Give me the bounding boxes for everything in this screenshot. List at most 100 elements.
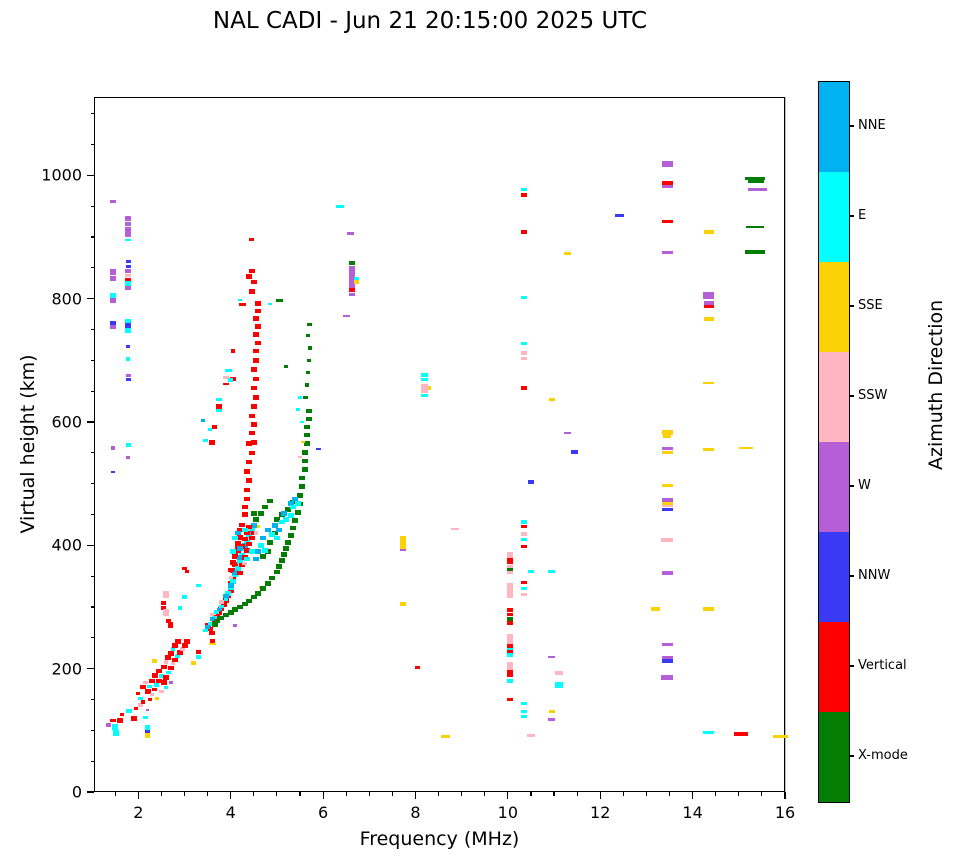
data-point [154,683,160,688]
data-point [255,308,262,314]
data-point [246,541,253,547]
data-point [223,375,229,380]
data-point [125,259,131,264]
data-point [521,342,528,346]
data-point [283,546,290,551]
data-point [241,504,248,510]
data-point [507,639,514,644]
data-point [415,666,421,669]
data-point [246,598,253,604]
data-point [232,570,239,575]
y-tick-label: 0 [71,782,82,802]
data-point [145,730,150,733]
x-minor-tick [738,792,740,796]
y-minor-tick [90,483,94,485]
colorbar-label-sse: SSE [858,298,883,313]
data-point [109,293,116,298]
data-point [703,607,715,611]
data-point [225,368,232,372]
data-point [661,643,673,647]
data-point [527,479,535,485]
data-point [125,278,132,281]
data-point [421,394,429,397]
data-point [273,569,280,575]
data-point [507,644,514,648]
data-point [253,517,260,522]
data-point [257,543,264,548]
data-point [400,539,406,545]
data-point [661,656,673,659]
y-minor-tick [90,452,94,454]
data-point [507,583,514,588]
data-point [242,561,247,565]
data-point [260,586,267,591]
data-point [228,575,233,579]
data-point [230,549,237,554]
data-point [223,593,230,599]
data-point [255,549,262,554]
data-point [109,269,116,276]
data-point [219,600,224,604]
data-point [297,395,303,399]
data-point [243,469,250,474]
data-point [661,450,673,454]
data-point [236,535,243,540]
data-point [120,712,125,716]
data-point [297,493,303,498]
x-major-tick [692,792,694,799]
data-point [280,552,287,557]
data-point [520,188,528,191]
data-point [109,324,116,330]
data-point [450,527,459,530]
data-point [130,716,137,721]
data-point [177,606,183,611]
y-major-tick [87,544,94,546]
data-point [236,555,243,560]
data-point [507,551,514,559]
data-point [248,528,255,533]
y-minor-tick [90,698,94,701]
data-point [230,349,236,353]
colorbar-tick [850,665,854,667]
data-point [147,697,152,702]
data-point [262,504,269,510]
x-tick-label: 16 [774,803,796,822]
data-point [507,557,514,562]
data-point [661,674,674,681]
data-point [202,439,208,442]
data-point [202,628,208,633]
colorbar-tick [850,575,854,577]
data-point [236,546,243,551]
colorbar-label-w: W [858,478,871,493]
colorbar-title: Azimuth Direction [925,299,947,470]
data-point [260,535,267,541]
data-point [112,724,119,731]
data-point [137,703,144,707]
data-point [110,446,116,450]
data-point [703,301,714,305]
data-point [294,510,301,515]
data-point [284,365,288,368]
colorbar-tick [850,215,854,217]
data-point [349,276,356,283]
data-point [254,531,259,535]
data-point [237,298,243,302]
data-point [248,430,255,436]
x-minor-tick [368,792,370,796]
data-point [507,667,514,672]
data-point [232,607,239,612]
colorbar-tick [850,395,854,397]
data-point [253,358,260,363]
data-point [253,395,260,400]
data-point [255,591,262,596]
y-tick-label: 1000 [41,165,82,185]
data-point [520,592,528,597]
colorbar-segment-nne [819,82,849,172]
data-point [243,556,250,562]
y-major-tick [87,421,94,423]
data-point [205,624,211,629]
data-point [521,544,528,549]
data-point [253,376,260,382]
data-point [227,583,234,588]
data-point [207,428,213,431]
